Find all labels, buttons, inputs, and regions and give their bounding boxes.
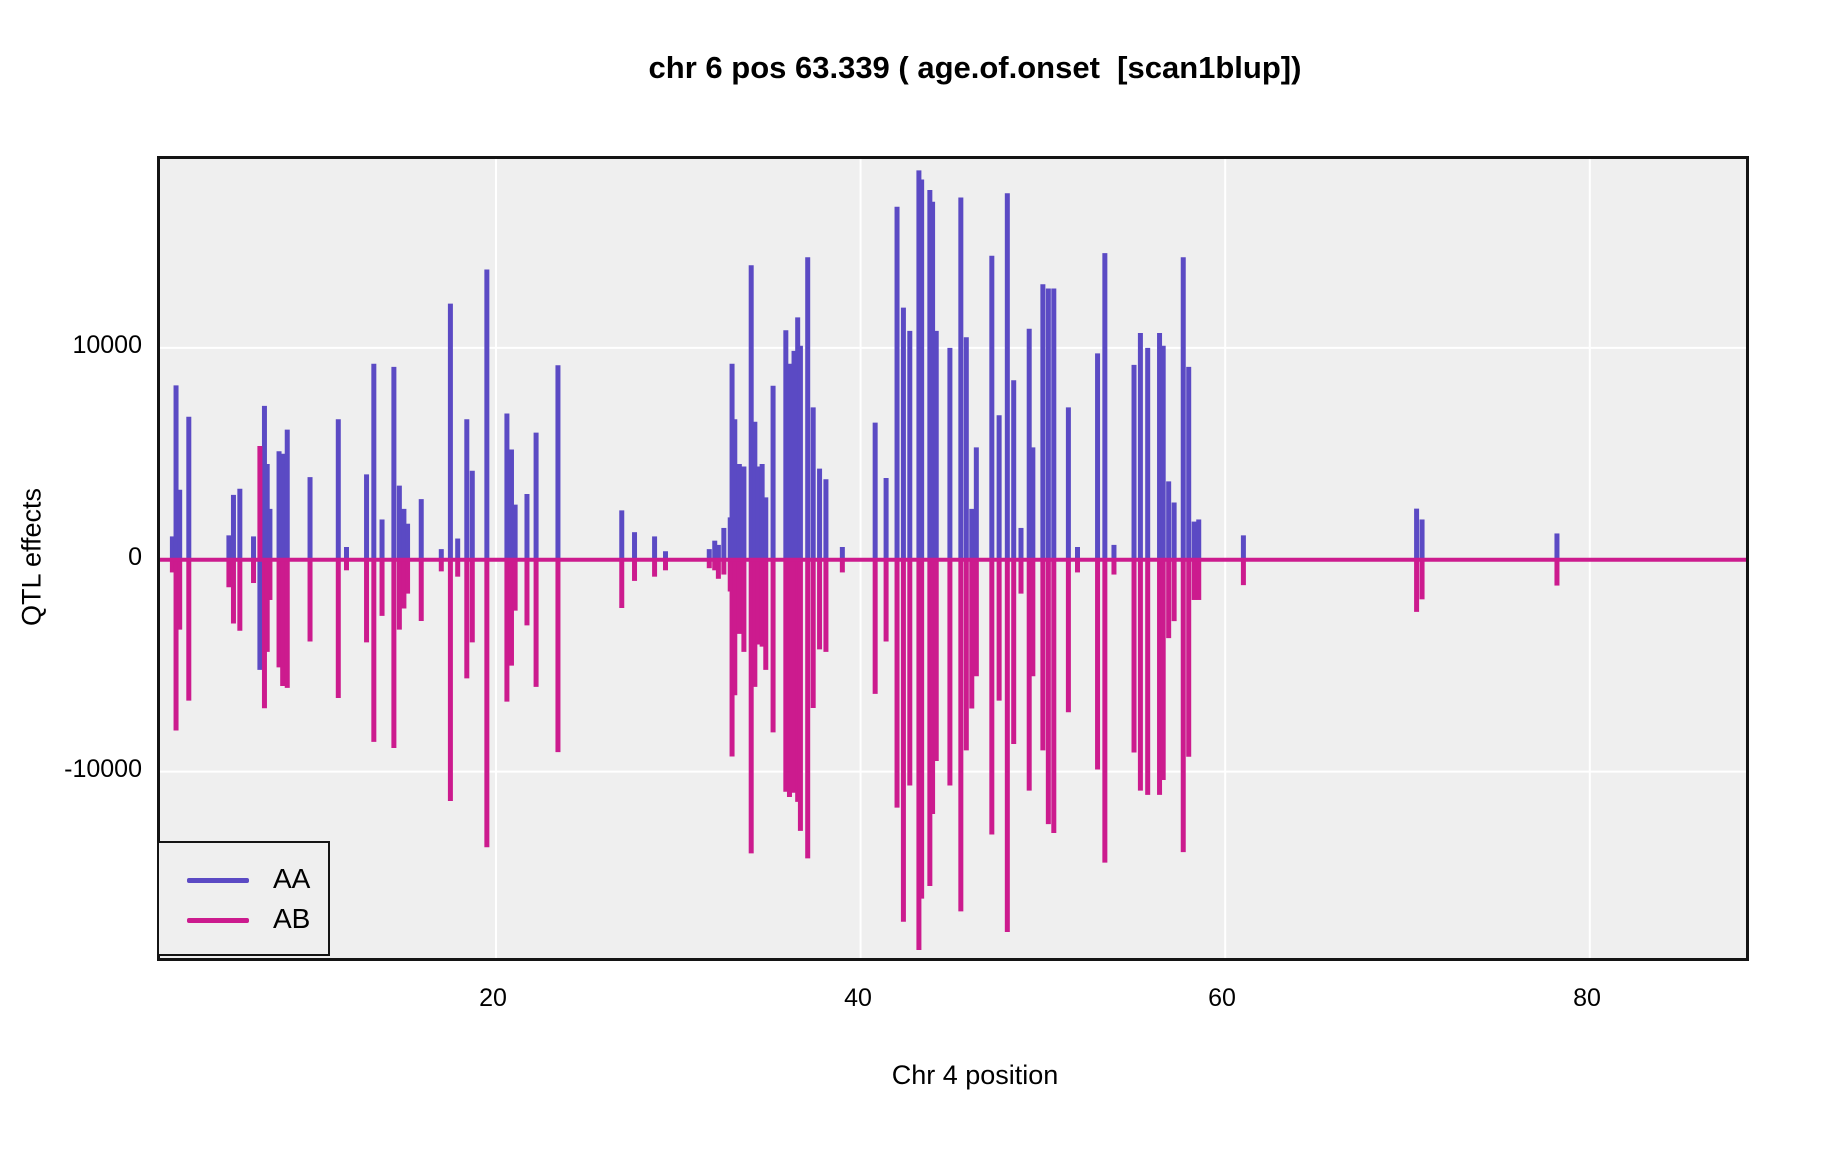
plot-panel bbox=[157, 156, 1749, 961]
legend-line-swatch bbox=[187, 918, 249, 923]
legend-entry-aa: AA bbox=[159, 860, 328, 900]
legend-label: AB bbox=[273, 903, 311, 934]
x-tick-label: 20 bbox=[479, 984, 507, 1012]
x-tick-label: 60 bbox=[1208, 984, 1236, 1012]
y-tick-label: 10000 bbox=[72, 331, 142, 359]
qtl-effects-plot bbox=[160, 159, 1746, 958]
chart-title: chr 6 pos 63.339 ( age.of.onset [scan1bl… bbox=[648, 50, 1302, 85]
x-tick-label: 40 bbox=[844, 984, 872, 1012]
legend-label: AA bbox=[273, 863, 311, 894]
legend-entry-ab: AB bbox=[159, 900, 328, 940]
x-axis-label: Chr 4 position bbox=[891, 1060, 1059, 1090]
y-tick-label: -10000 bbox=[64, 755, 142, 783]
legend: AA AB bbox=[157, 841, 330, 956]
legend-line-swatch bbox=[187, 878, 249, 883]
y-tick-label: 0 bbox=[128, 543, 142, 571]
x-tick-label: 80 bbox=[1573, 984, 1601, 1012]
